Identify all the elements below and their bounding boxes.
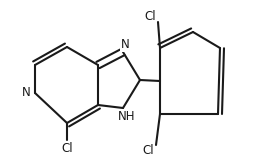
- Text: Cl: Cl: [144, 10, 156, 23]
- Text: NH: NH: [118, 111, 136, 123]
- Text: Cl: Cl: [61, 141, 73, 155]
- Text: N: N: [22, 87, 30, 99]
- Text: Cl: Cl: [142, 144, 154, 158]
- Text: N: N: [121, 38, 129, 52]
